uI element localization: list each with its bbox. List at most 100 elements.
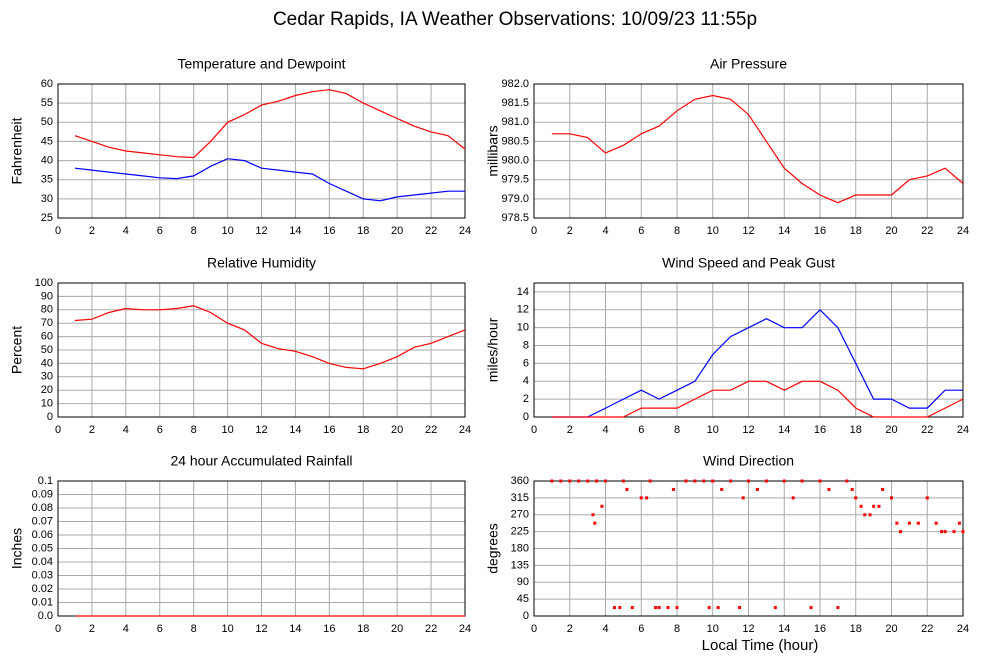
data-point: [872, 504, 876, 508]
x-tick-label: 4: [602, 623, 608, 635]
data-point: [586, 479, 590, 483]
x-tick-label: 4: [123, 225, 129, 237]
data-line: [74, 305, 466, 370]
x-tick-label: 18: [357, 225, 369, 237]
y-tick-label: 0.09: [32, 488, 53, 500]
data-point: [738, 606, 742, 610]
x-tick-label: 6: [157, 225, 163, 237]
x-tick-label: 16: [814, 623, 826, 635]
y-tick-label: 135: [511, 559, 529, 571]
x-tick-label: 4: [602, 424, 608, 436]
y-tick-label: 45: [41, 135, 53, 147]
y-tick-label: 30: [41, 371, 53, 383]
y-tick-label: 60: [41, 331, 53, 343]
x-tick-label: 22: [425, 225, 437, 237]
x-tick-label: 22: [921, 225, 933, 237]
data-point: [550, 479, 554, 483]
y-tick-label: 10: [517, 322, 529, 334]
x-tick-label: 24: [957, 424, 969, 436]
y-tick-label: 25: [41, 212, 53, 224]
data-point: [854, 496, 858, 500]
y-tick-label: 100: [35, 277, 53, 289]
x-tick-label: 6: [638, 424, 644, 436]
y-tick-label: 0.0: [38, 610, 53, 622]
x-tick-label: 14: [289, 225, 301, 237]
data-point: [827, 487, 831, 491]
x-tick-label: 0: [531, 623, 537, 635]
data-line: [551, 308, 963, 418]
x-tick-label: 8: [674, 623, 680, 635]
y-tick-label: 180: [511, 542, 529, 554]
x-tick-label: 10: [707, 424, 719, 436]
plot-frame: [57, 83, 466, 219]
data-line: [551, 380, 964, 418]
data-point: [666, 606, 670, 610]
y-tick-label: 4: [523, 375, 529, 387]
x-tick-label: 4: [123, 424, 129, 436]
data-point: [890, 496, 893, 500]
x-tick-label: 12: [255, 623, 267, 635]
data-point: [618, 606, 622, 610]
x-tick-label: 8: [674, 225, 680, 237]
x-tick-label: 2: [89, 424, 95, 436]
y-tick-label: 55: [41, 97, 53, 109]
x-tick-label: 14: [289, 424, 301, 436]
x-tick-label: 12: [742, 225, 754, 237]
x-tick-label: 2: [89, 225, 95, 237]
x-tick-label: 12: [255, 225, 267, 237]
x-tick-label: 18: [850, 623, 862, 635]
data-point: [898, 530, 902, 534]
x-tick-label: 18: [357, 623, 369, 635]
data-point: [595, 479, 599, 483]
data-point: [940, 530, 944, 534]
data-point: [654, 606, 658, 610]
data-point: [755, 487, 759, 491]
x-tick-label: 10: [707, 225, 719, 237]
y-tick-label: 0.03: [32, 569, 53, 581]
y-tick-label: 225: [511, 526, 529, 538]
data-point: [818, 479, 822, 483]
data-point: [559, 479, 563, 483]
data-point: [895, 521, 899, 525]
data-point: [645, 496, 649, 500]
x-tick-label: 12: [742, 623, 754, 635]
data-point: [648, 479, 652, 483]
data-point: [675, 606, 679, 610]
chart-title: Relative Humidity: [207, 255, 316, 271]
y-tick-label: 2: [523, 393, 529, 405]
y-tick-label: 90: [41, 290, 53, 302]
y-tick-label: 14: [517, 286, 529, 298]
data-point: [707, 606, 711, 610]
x-tick-label: 12: [742, 424, 754, 436]
y-tick-label: 0.05: [32, 542, 53, 554]
y-tick-label: 20: [41, 384, 53, 396]
x-tick-label: 6: [638, 623, 644, 635]
data-point: [907, 521, 911, 525]
x-tick-label: 24: [957, 623, 969, 635]
y-tick-label: 979.5: [501, 174, 529, 186]
y-tick-label: 315: [511, 492, 529, 504]
x-tick-label: 18: [850, 225, 862, 237]
x-tick-label: 16: [323, 225, 335, 237]
y-axis-label: miles/hour: [485, 317, 501, 382]
x-tick-label: 0: [531, 225, 537, 237]
data-point: [693, 479, 697, 483]
x-tick-label: 6: [638, 225, 644, 237]
y-tick-label: 0: [47, 411, 53, 423]
x-tick-label: 2: [567, 623, 573, 635]
x-tick-label: 8: [191, 623, 197, 635]
x-tick-label: 22: [921, 424, 933, 436]
y-tick-label: 270: [511, 509, 529, 521]
data-point: [957, 521, 961, 525]
x-tick-label: 0: [55, 225, 61, 237]
y-tick-label: 6: [523, 357, 529, 369]
data-point: [800, 479, 804, 483]
x-tick-label: 14: [778, 424, 790, 436]
x-tick-label: 6: [157, 623, 163, 635]
data-point: [604, 479, 607, 483]
x-tick-label: 24: [459, 225, 471, 237]
data-point: [639, 496, 643, 500]
x-tick-label: 8: [191, 424, 197, 436]
y-axis-label: Fahrenheit: [9, 117, 25, 184]
